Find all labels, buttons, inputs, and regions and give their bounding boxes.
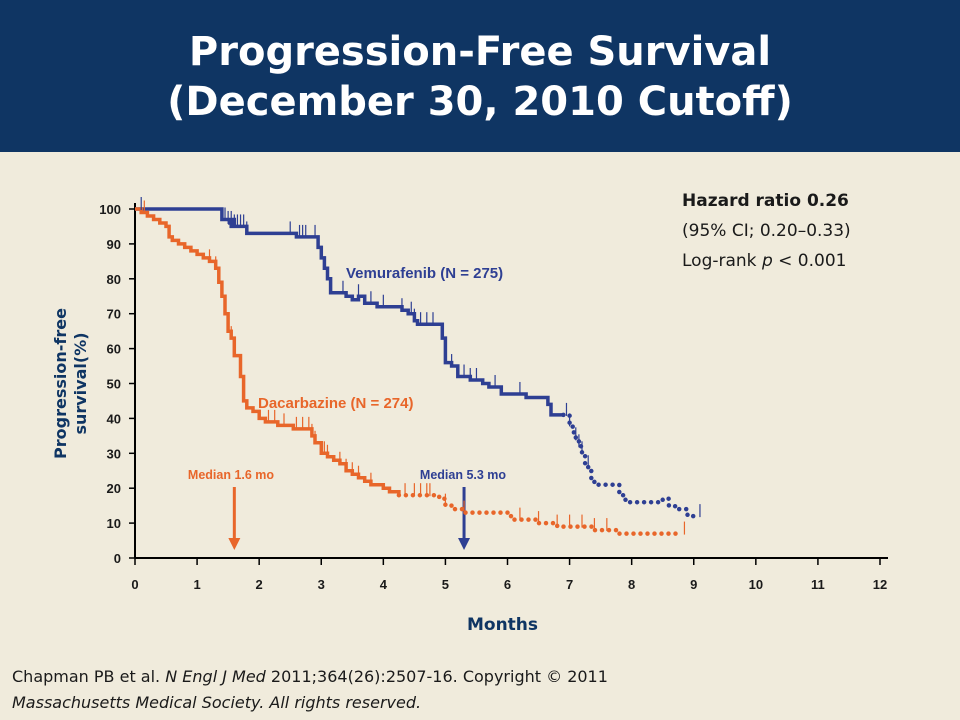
x-tick-label: 8 (628, 577, 635, 592)
dacarbazine-median-label: Median 1.6 mo (188, 468, 274, 482)
vemurafenib-curve (135, 207, 564, 417)
y-axis-label: Progression-freesurvival(%) (51, 308, 90, 459)
y-tick-label: 60 (107, 342, 121, 357)
page-title-line1: Progression-Free Survival (188, 29, 772, 75)
citation-footer: Chapman PB et al. N Engl J Med 2011;364(… (12, 664, 932, 716)
x-tick-label: 6 (504, 577, 511, 592)
y-tick-label: 80 (107, 272, 121, 287)
y-tick-label: 50 (107, 377, 121, 392)
x-tick-label: 12 (873, 577, 887, 592)
y-tick-label: 10 (107, 516, 121, 531)
citation-details: 2011;364(26):2507-16. Copyright © 2011 (265, 667, 608, 686)
confidence-interval: (95% CI; 0.20–0.33) (682, 221, 851, 241)
logrank-value: < 0.001 (772, 251, 847, 271)
logrank-prefix: Log-rank (682, 251, 762, 271)
logrank: Log-rank p < 0.001 (682, 246, 851, 276)
chart-censor-marks (140, 197, 701, 535)
dacarbazine-median-arrowhead (228, 538, 241, 550)
dacarbazine-curve (135, 207, 401, 496)
citation-authors: Chapman PB et al. (12, 667, 166, 686)
x-axis-label: Months (467, 615, 538, 635)
y-tick-label: 100 (99, 202, 121, 217)
y-tick-label: 20 (107, 481, 121, 496)
logrank-p: p (761, 251, 773, 271)
x-tick-label: 0 (131, 577, 138, 592)
y-axis-label-line2: survival(%) (71, 332, 90, 434)
vemurafenib-median-arrowhead (458, 538, 471, 550)
x-tick-label: 4 (380, 577, 388, 592)
citation-line2: Massachusetts Medical Society. All right… (12, 690, 932, 716)
x-tick-label: 11 (811, 577, 825, 592)
x-tick-label: 9 (690, 577, 697, 592)
y-tick-label: 40 (107, 411, 121, 426)
y-tick-label: 70 (107, 307, 121, 322)
x-tick-label: 2 (256, 577, 263, 592)
page-title-line2: (December 30, 2010 Cutoff) (167, 79, 793, 125)
title-banner: Progression-Free Survival (December 30, … (0, 0, 960, 152)
vemurafenib-label: Vemurafenib (N = 275) (346, 265, 503, 282)
x-tick-label: 10 (749, 577, 763, 592)
x-tick-label: 7 (566, 577, 573, 592)
chart-curves (135, 207, 700, 550)
dacarbazine-label: Dacarbazine (N = 274) (258, 395, 414, 412)
y-tick-label: 0 (114, 551, 121, 566)
stats-box: Hazard ratio 0.26 (95% CI; 0.20–0.33) Lo… (682, 186, 851, 276)
citation-line1: Chapman PB et al. N Engl J Med 2011;364(… (12, 664, 932, 690)
citation-journal: N Engl J Med (165, 667, 266, 686)
y-axis-label-line1: Progression-free (51, 308, 70, 459)
vemurafenib-median-label: Median 5.3 mo (420, 468, 506, 482)
x-tick-label: 1 (193, 577, 200, 592)
x-tick-label: 5 (442, 577, 449, 592)
x-tick-label: 3 (318, 577, 325, 592)
citation-rights: Massachusetts Medical Society. All right… (12, 693, 422, 712)
hazard-ratio: Hazard ratio 0.26 (682, 191, 849, 211)
chart-labels: Months Progression-freesurvival(%) Vemuraf… (51, 265, 538, 635)
vemurafenib-curve-dotted (561, 412, 700, 519)
y-tick-label: 30 (107, 446, 121, 461)
y-tick-label: 90 (107, 237, 121, 252)
